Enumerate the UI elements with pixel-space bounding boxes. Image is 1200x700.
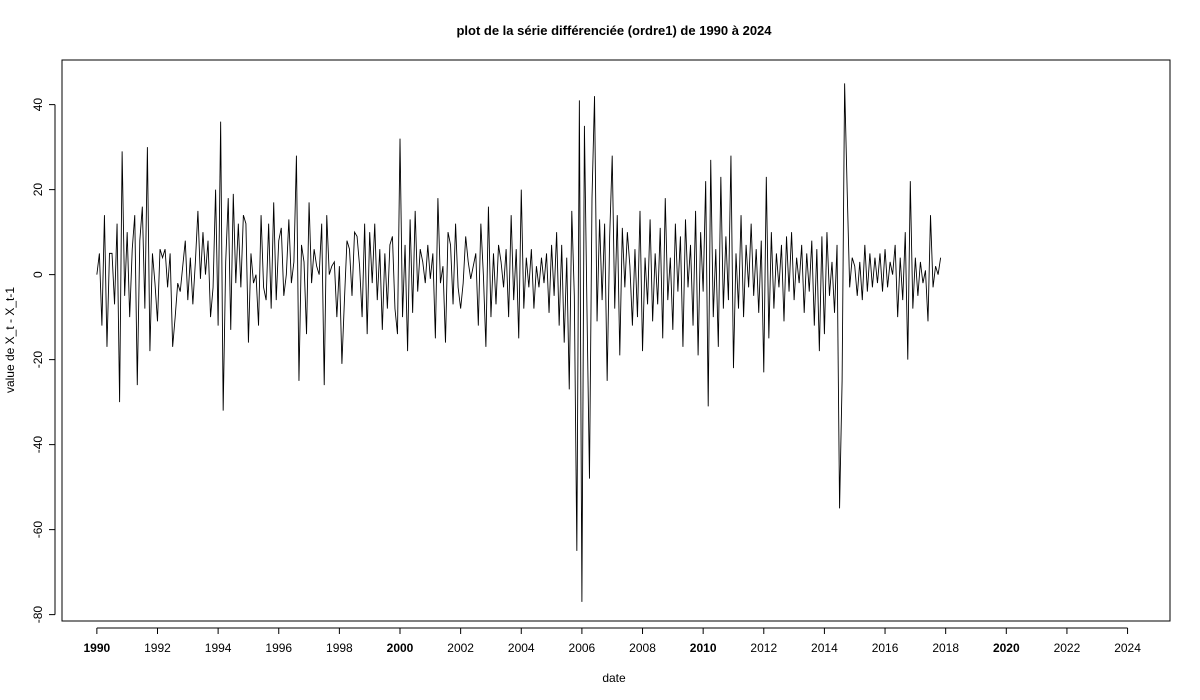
x-tick-label: 2008 [629, 641, 656, 655]
x-tick-label: 1992 [144, 641, 171, 655]
x-tick-label: 1998 [326, 641, 353, 655]
x-axis: 1990 1992 1994 1996 1998 2000 2002 2004 2006 2008… [84, 627, 1141, 655]
chart-title: plot de la série différenciée (ordre1) d… [456, 23, 772, 38]
y-axis: -80 -60 -40 -20 0 20 40 [31, 98, 56, 624]
x-tick-label: 2000 [387, 641, 414, 655]
x-tick-label: 2018 [932, 641, 959, 655]
x-tick-label: 1990 [84, 641, 111, 655]
x-tick-label: 2012 [750, 641, 777, 655]
x-tick-label: 2024 [1114, 641, 1141, 655]
y-tick-label: -40 [31, 436, 45, 454]
x-tick-label: 2010 [690, 641, 717, 655]
x-tick-label: 2004 [508, 641, 535, 655]
y-tick-label: -20 [31, 351, 45, 369]
x-axis-label: date [602, 671, 626, 685]
x-tick-label: 2020 [993, 641, 1020, 655]
x-tick-label: 2002 [447, 641, 474, 655]
x-tick-label: 2016 [872, 641, 899, 655]
y-tick-label: -80 [31, 606, 45, 624]
x-tick-label: 2022 [1054, 641, 1081, 655]
y-axis-label: value de X_t - X_t-1 [3, 287, 17, 393]
x-tick-label: 2014 [811, 641, 838, 655]
y-tick-label: 40 [31, 98, 45, 112]
x-tick-label: 2006 [569, 641, 596, 655]
y-tick-label: 20 [31, 183, 45, 197]
y-tick-label: 0 [31, 271, 45, 278]
y-tick-label: -60 [31, 521, 45, 539]
plot-area [96, 83, 942, 602]
x-tick-label: 1996 [265, 641, 292, 655]
plot-frame [61, 59, 1171, 622]
series-line-0 [96, 83, 942, 602]
x-tick-label: 1994 [205, 641, 232, 655]
